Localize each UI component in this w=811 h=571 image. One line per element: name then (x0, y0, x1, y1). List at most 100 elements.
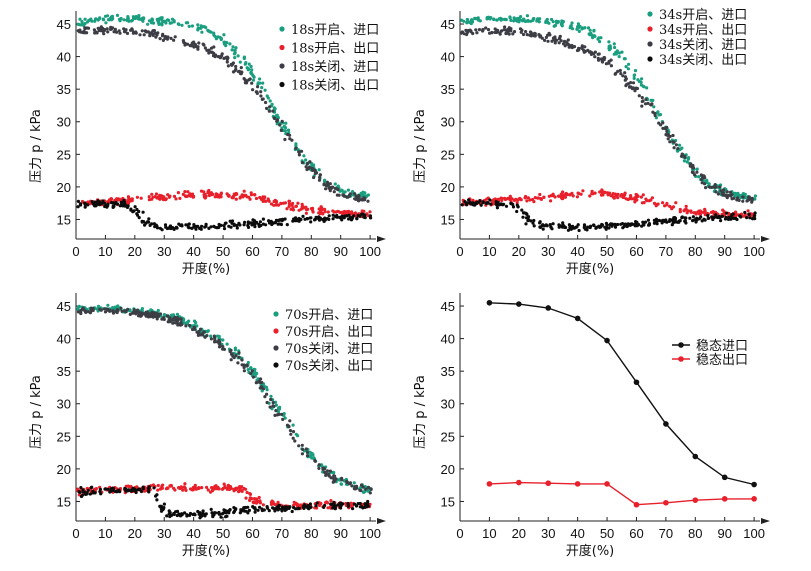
data-point (570, 45, 574, 49)
data-point (188, 511, 193, 516)
data-point (207, 188, 211, 193)
data-point (152, 486, 156, 490)
data-point (218, 55, 222, 59)
legend-swatch (647, 26, 653, 32)
data-point (557, 223, 561, 227)
data-point (361, 190, 365, 194)
data-point (640, 99, 644, 104)
data-point (274, 200, 278, 204)
data-point (250, 369, 254, 373)
data-point (652, 221, 657, 225)
data-point (663, 204, 667, 208)
data-point (671, 140, 675, 144)
data-point (209, 225, 213, 229)
data-point (195, 324, 199, 328)
data-point (710, 215, 714, 219)
data-point (586, 26, 591, 30)
data-point (646, 218, 651, 222)
data-point (536, 196, 540, 200)
data-point (531, 17, 535, 21)
data-point (328, 469, 332, 473)
data-point (153, 195, 157, 199)
data-point (186, 21, 190, 25)
x-tick-label: 100 (743, 244, 765, 259)
data-point (353, 197, 357, 201)
data-point (693, 173, 697, 177)
data-point (272, 203, 276, 207)
data-point (748, 216, 752, 220)
data-point (142, 489, 147, 493)
data-point (543, 38, 547, 43)
data-point (625, 224, 629, 229)
data-point (83, 205, 87, 209)
x-tick-label: 90 (333, 526, 347, 541)
data-point (582, 225, 586, 230)
data-point (309, 220, 313, 224)
data-point (163, 19, 167, 23)
data-point (272, 506, 276, 510)
data-point (687, 156, 691, 160)
data-point (640, 104, 644, 108)
data-point (123, 309, 127, 313)
data-point (288, 429, 293, 433)
data-point (495, 206, 499, 210)
data-point (607, 226, 611, 230)
data-point (699, 215, 703, 219)
data-point (196, 333, 200, 337)
data-point (249, 371, 253, 376)
data-point (291, 219, 295, 223)
data-point (196, 47, 200, 51)
x-tick-label: 70 (275, 526, 289, 541)
data-point (222, 482, 226, 486)
data-point (160, 23, 164, 27)
data-point (575, 195, 580, 199)
data-point (102, 307, 106, 311)
data-point (126, 195, 130, 199)
data-point (130, 27, 134, 31)
data-point (688, 216, 692, 220)
data-point (587, 32, 591, 36)
data-point (237, 355, 241, 359)
data-point (76, 22, 80, 26)
data-point (199, 24, 203, 28)
data-point (203, 335, 207, 339)
data-point (716, 192, 721, 196)
data-point (234, 64, 238, 69)
data-point (233, 69, 237, 73)
data-point (248, 496, 252, 500)
data-point (175, 316, 179, 320)
data-point (159, 16, 163, 20)
data-point (683, 219, 687, 223)
data-point (547, 31, 551, 35)
data-point (722, 210, 726, 214)
data-point (155, 224, 159, 228)
data-point (180, 322, 184, 327)
chart-panel-1: 0 10 20 30 40 50 60 70 80 90 100 15 20 25 30 35 40 45 开度(%… (29, 11, 386, 277)
data-point (201, 509, 205, 513)
data-point (239, 508, 243, 512)
data-point (261, 503, 265, 507)
data-point (563, 195, 568, 199)
data-point (258, 195, 262, 200)
legend-label: 18s开启、出口 (291, 42, 379, 57)
data-point (323, 503, 327, 508)
data-point (570, 226, 574, 230)
data-point (265, 505, 269, 509)
data-point (577, 29, 581, 33)
data-point (595, 225, 599, 229)
data-point (519, 198, 523, 202)
data-point (261, 217, 265, 221)
data-point (311, 167, 315, 171)
data-point (142, 33, 146, 37)
data-point (317, 215, 321, 219)
series-1 (460, 14, 758, 201)
data-point (102, 201, 107, 205)
data-point (155, 493, 159, 497)
data-point (262, 196, 266, 200)
y-tick-label: 30 (57, 115, 71, 130)
data-point (250, 81, 254, 85)
x-axis-arrow (761, 518, 770, 524)
data-point (255, 499, 259, 503)
data-point (169, 484, 173, 488)
data-point (138, 312, 142, 316)
